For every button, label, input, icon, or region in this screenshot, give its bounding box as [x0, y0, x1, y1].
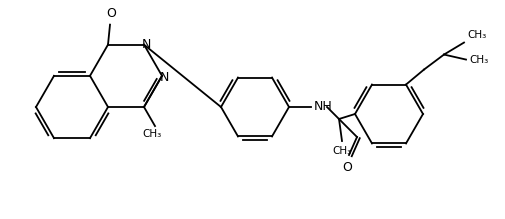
Text: NH: NH — [314, 101, 332, 113]
Text: O: O — [106, 7, 116, 20]
Text: CH₃: CH₃ — [142, 129, 161, 139]
Text: CH₃: CH₃ — [468, 55, 487, 65]
Text: N: N — [141, 38, 150, 51]
Text: CH₃: CH₃ — [332, 146, 351, 156]
Text: N: N — [159, 71, 168, 84]
Text: O: O — [341, 161, 351, 174]
Text: CH₃: CH₃ — [466, 30, 485, 40]
